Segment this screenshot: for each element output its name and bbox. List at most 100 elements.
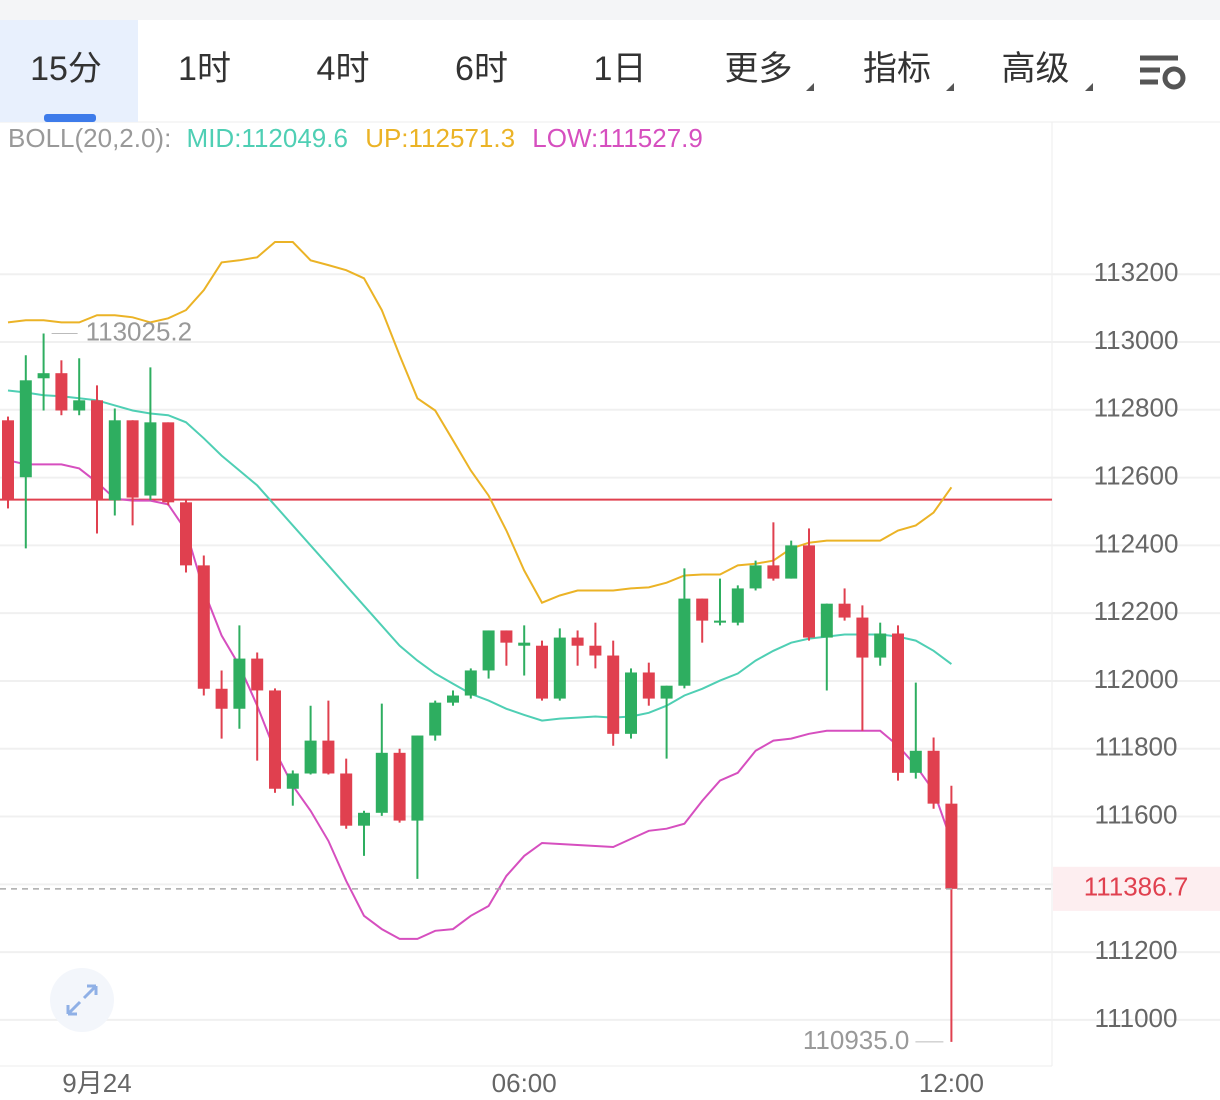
y-tick-label: 111600 xyxy=(1095,799,1178,829)
candle-body xyxy=(2,420,14,501)
up-label: UP:112571.3 xyxy=(365,123,515,153)
candle-body xyxy=(482,630,495,671)
last-price-label: 111386.7 xyxy=(1084,872,1189,902)
candle-body xyxy=(37,373,50,379)
candle-body xyxy=(678,598,691,686)
dropdown-caret xyxy=(1085,83,1093,91)
tab[interactable]: 高级 xyxy=(1002,50,1070,88)
y-tick-label: 112400 xyxy=(1094,528,1179,558)
min-label: 110935.0 xyxy=(803,1025,910,1055)
candle-body xyxy=(536,645,548,699)
candle-body xyxy=(625,672,637,734)
candle-body xyxy=(731,588,744,623)
candle-body xyxy=(945,803,958,889)
candle-body xyxy=(909,750,922,773)
low-label: LOW:111527.9 xyxy=(532,123,703,153)
candle-body xyxy=(447,695,459,703)
tabs: 15分 1时 4时 6时 1日 更多 指标 高级 xyxy=(0,20,1070,122)
candle-body xyxy=(874,633,887,658)
y-tick-label: 111000 xyxy=(1095,1003,1178,1033)
y-tick-label: 112800 xyxy=(1094,393,1179,423)
boll-line xyxy=(7,389,952,722)
candle-body xyxy=(464,670,477,696)
y-tick-label: 113000 xyxy=(1094,325,1179,355)
candle-body xyxy=(19,380,32,478)
x-tick-label: 12:00 xyxy=(919,1068,984,1098)
candle-body xyxy=(767,565,780,579)
indicator-label: BOLL(20,2.0): xyxy=(8,123,171,153)
candle-body xyxy=(304,740,317,774)
tab[interactable]: 指标 xyxy=(863,50,931,88)
candle-body xyxy=(642,672,655,699)
candle-body xyxy=(571,637,584,646)
candle-body xyxy=(660,685,673,699)
candle-body xyxy=(500,630,513,643)
candle-body xyxy=(927,750,940,804)
tab[interactable]: 更多 xyxy=(725,50,793,88)
y-tick-label: 112200 xyxy=(1094,596,1179,626)
candle-body xyxy=(322,740,335,774)
candle-body xyxy=(589,645,602,656)
active-tab-indicator xyxy=(44,114,96,122)
candle-body xyxy=(162,422,175,503)
candle-body xyxy=(144,422,157,496)
candle-body xyxy=(393,752,406,821)
candle-body xyxy=(856,617,869,658)
y-tick-label: 112600 xyxy=(1094,460,1179,490)
candle-body xyxy=(411,735,424,821)
active-tab-bg xyxy=(0,20,138,122)
candle-body xyxy=(73,400,86,411)
tab[interactable]: 1日 xyxy=(594,50,647,88)
candle-body xyxy=(180,502,192,566)
status-strip xyxy=(0,0,1220,20)
y-tick-label: 111800 xyxy=(1095,732,1178,762)
y-tick-label: 113200 xyxy=(1094,257,1179,287)
plot-area: 113025.2 110935.0 xyxy=(0,241,1052,1055)
tab[interactable]: 1时 xyxy=(178,50,231,88)
candle-body xyxy=(126,420,139,498)
grid: 1110001112001114001116001118001120001122… xyxy=(0,257,1220,1033)
candle-body xyxy=(607,655,620,734)
max-label: 113025.2 xyxy=(86,316,193,346)
mid-label: MID:112049.6 xyxy=(187,123,348,153)
candle-body xyxy=(233,658,246,709)
candle-body xyxy=(55,373,68,411)
dropdown-caret xyxy=(946,83,954,91)
y-tick-label: 112000 xyxy=(1094,664,1179,694)
x-tick-label: 06:00 xyxy=(492,1068,557,1098)
candle-body xyxy=(91,400,103,501)
candle-body xyxy=(286,773,299,789)
dropdown-caret xyxy=(806,83,814,91)
candle-body xyxy=(749,565,762,589)
candle-body xyxy=(197,565,210,689)
expand-button[interactable] xyxy=(50,968,114,1032)
candle-body xyxy=(375,752,388,813)
candle-body xyxy=(215,688,228,709)
candle-body xyxy=(518,642,531,646)
candle-body xyxy=(108,420,121,501)
tab[interactable]: 6时 xyxy=(455,50,508,88)
indicator-header: BOLL(20,2.0): MID:112049.6 UP:112571.3 L… xyxy=(8,123,703,153)
y-tick-label: 111200 xyxy=(1095,935,1178,965)
x-tick-label: 9月24 xyxy=(62,1068,131,1098)
candle-body xyxy=(696,598,709,621)
candle-body xyxy=(269,690,281,789)
last-price-box xyxy=(1053,866,1220,911)
candle-body xyxy=(803,545,815,638)
tab[interactable]: 15分 xyxy=(30,50,102,88)
tab[interactable]: 4时 xyxy=(317,50,370,88)
candle-body xyxy=(820,603,833,638)
tab-bar xyxy=(0,20,1220,122)
candle-body xyxy=(251,658,264,691)
boll-line xyxy=(7,459,953,940)
candle-body xyxy=(340,773,353,826)
candle-body xyxy=(714,620,726,623)
settings-icon[interactable] xyxy=(1140,55,1186,90)
candle-body xyxy=(892,633,904,773)
candle-body xyxy=(553,637,566,699)
candle-body xyxy=(358,812,370,826)
candle-body xyxy=(785,545,798,579)
candle-body xyxy=(429,702,442,736)
